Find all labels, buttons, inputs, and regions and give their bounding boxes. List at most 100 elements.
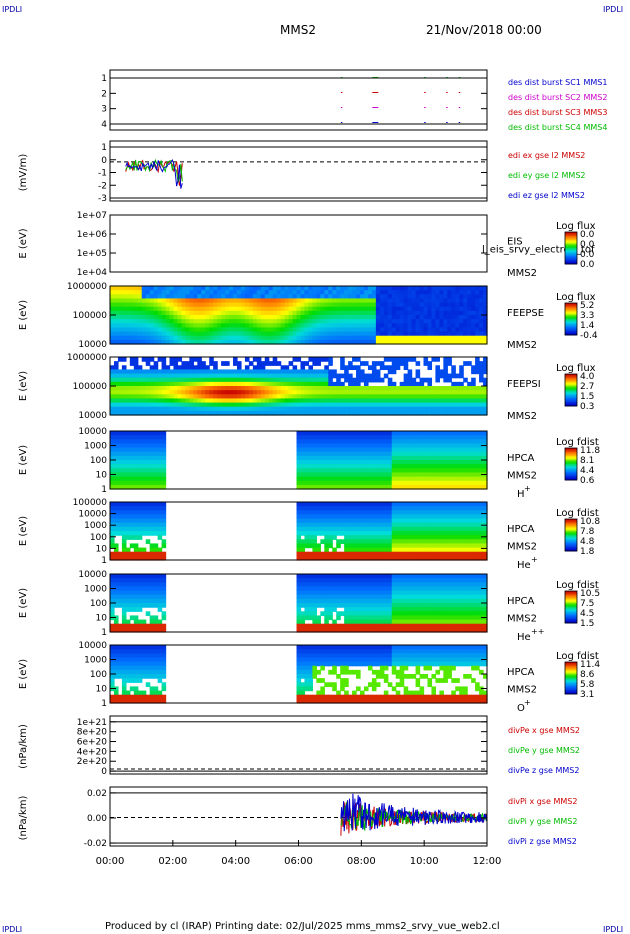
spectrogram-cell xyxy=(356,377,361,383)
spectrogram-cell xyxy=(459,522,464,528)
spectrogram-cell xyxy=(459,506,464,511)
spectrogram-cell xyxy=(153,381,159,387)
spectrogram-cell xyxy=(375,578,381,583)
spectrogram-cell xyxy=(340,484,345,490)
spectrogram-cell xyxy=(455,286,460,291)
spectrogram-cell xyxy=(336,590,341,596)
spectrogram-cell xyxy=(292,390,298,395)
spectrogram-cell xyxy=(125,439,131,445)
spectrogram-cell xyxy=(336,555,341,561)
spectrogram-cell xyxy=(177,286,183,291)
spectrogram-cell xyxy=(371,615,377,621)
spectrogram-cell xyxy=(161,518,167,524)
spectrogram-cell xyxy=(344,627,349,633)
spectrogram-cell xyxy=(300,623,306,629)
spectrogram-cell xyxy=(320,468,325,474)
spectrogram-cell xyxy=(165,327,171,333)
spectrogram-cell xyxy=(157,594,163,600)
spectrogram-cell xyxy=(395,290,401,295)
spectrogram-cell xyxy=(276,386,282,391)
spectrogram-cell xyxy=(463,361,468,366)
spectrogram-cell xyxy=(110,402,115,408)
spectrogram-cell xyxy=(125,435,131,440)
spectrogram-cell xyxy=(356,578,361,583)
colorbar-cell xyxy=(565,237,577,240)
spectrogram-cell xyxy=(149,443,155,449)
spectrogram-cell xyxy=(379,302,385,308)
spectrogram-cell xyxy=(153,594,159,600)
spectrogram-cell xyxy=(427,402,433,408)
spectrogram-cell xyxy=(348,547,353,553)
spectrogram-cell xyxy=(133,555,139,561)
spectrogram-cell xyxy=(157,335,163,341)
spectrogram-cell xyxy=(451,298,456,304)
spectrogram-cell xyxy=(300,365,306,371)
y-axis-label: E (eV) xyxy=(18,445,29,475)
spectrogram-cell xyxy=(181,398,186,404)
spectrogram-cell xyxy=(367,464,373,469)
spectrogram-cell xyxy=(379,431,385,436)
spectrogram-cell xyxy=(391,357,397,362)
spectrogram-cell xyxy=(272,377,278,383)
spectrogram-cell xyxy=(395,502,401,507)
spectrogram-cell xyxy=(403,386,409,391)
spectrogram-cell xyxy=(304,306,310,312)
spectrogram-cell xyxy=(161,310,167,316)
spectrogram-cell xyxy=(348,598,353,604)
spectrogram-cell xyxy=(403,543,409,549)
spectrogram-cell xyxy=(133,298,139,304)
spectrogram-cell xyxy=(213,402,218,408)
spectrogram-cell xyxy=(300,539,306,545)
spectrogram-cell xyxy=(340,327,345,333)
spectrogram-cell xyxy=(248,335,254,341)
spectrogram-cell xyxy=(324,357,329,362)
spectrogram-cell xyxy=(157,468,163,474)
y-tick-label: 100000 xyxy=(73,382,108,392)
spectrogram-cell xyxy=(221,315,226,320)
spectrogram-cell xyxy=(276,335,282,341)
spectrogram-cell xyxy=(336,526,341,532)
spectrogram-cell xyxy=(110,531,115,536)
spectrogram-cell xyxy=(387,447,393,453)
spectrogram-cell xyxy=(300,319,306,324)
spectrogram-cell xyxy=(348,386,353,391)
spectrogram-cell xyxy=(336,506,341,511)
spectrogram-cell xyxy=(340,443,345,449)
spectrogram-cell xyxy=(356,381,361,387)
spectrogram-cell xyxy=(312,386,317,391)
spectrogram-cell xyxy=(407,381,413,387)
spectrogram-cell xyxy=(387,555,393,561)
spectrogram-cell xyxy=(145,373,151,379)
spectrogram-cell xyxy=(403,319,409,324)
spectrogram-cell xyxy=(467,361,472,366)
spectrogram-cell xyxy=(391,615,397,621)
spectrogram-cell xyxy=(383,455,389,461)
spectrogram-cell xyxy=(344,460,349,465)
spectrogram-cell xyxy=(117,398,123,404)
spectrogram-cell xyxy=(113,615,119,621)
spectrogram-cell xyxy=(225,402,230,408)
spectrogram-cell xyxy=(356,302,361,308)
spectrogram-cell xyxy=(360,543,365,549)
spectrogram-cell xyxy=(391,510,397,516)
spectrogram-cell xyxy=(407,335,413,341)
spectrogram-cell xyxy=(280,335,286,341)
spectrogram-cell xyxy=(443,439,448,445)
spectrogram-cell xyxy=(336,381,341,387)
spectrogram-cell xyxy=(387,319,393,324)
spectrogram-cell xyxy=(193,290,198,295)
spectrogram-cell xyxy=(360,302,365,308)
spectrogram-cell xyxy=(125,306,131,312)
spectrogram-cell xyxy=(419,298,425,304)
spectrogram-cell xyxy=(403,398,409,404)
spectrogram-cell xyxy=(209,294,214,300)
spectrogram-cell xyxy=(340,294,345,300)
spectrogram-cell xyxy=(340,435,345,440)
spectrogram-cell xyxy=(340,460,345,465)
spectrogram-cell xyxy=(475,310,480,316)
spectrogram-cell xyxy=(360,327,365,333)
spectrogram-cell xyxy=(121,472,127,478)
spectrogram-cell xyxy=(173,290,179,295)
spectrogram-cell xyxy=(288,390,294,395)
spectrogram-cell xyxy=(240,381,246,387)
